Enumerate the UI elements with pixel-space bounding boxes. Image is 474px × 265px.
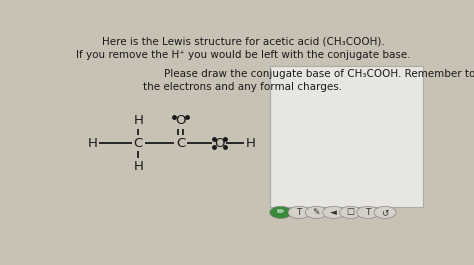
Circle shape [323,206,345,219]
Circle shape [288,206,310,219]
Text: If you remove the H⁺ you would be left with the conjugate base.: If you remove the H⁺ you would be left w… [76,50,410,60]
Text: C: C [176,136,185,149]
Text: H: H [133,114,143,127]
Circle shape [305,206,328,219]
Text: Here is the Lewis structure for acetic acid (CH₃COOH).: Here is the Lewis structure for acetic a… [101,37,384,47]
Text: T: T [365,208,371,217]
Text: O: O [175,114,186,127]
Text: ↺: ↺ [382,208,389,217]
Text: Please draw the conjugate base of CH₃COOH. Remember to include all of: Please draw the conjugate base of CH₃COO… [164,69,474,78]
Circle shape [270,206,292,219]
Text: ✏: ✏ [277,208,284,217]
Text: H: H [87,136,97,149]
Text: ✎: ✎ [313,208,320,217]
Text: the electrons and any formal charges.: the electrons and any formal charges. [143,82,343,92]
Text: O: O [214,136,224,149]
Circle shape [339,206,362,219]
Text: T: T [296,208,302,217]
Circle shape [357,206,379,219]
Text: H: H [133,160,143,173]
Text: C: C [134,136,143,149]
Text: ◄: ◄ [330,208,337,217]
Circle shape [374,206,396,219]
Text: H: H [246,136,255,149]
Text: ☐: ☐ [346,208,355,217]
FancyBboxPatch shape [271,67,423,207]
